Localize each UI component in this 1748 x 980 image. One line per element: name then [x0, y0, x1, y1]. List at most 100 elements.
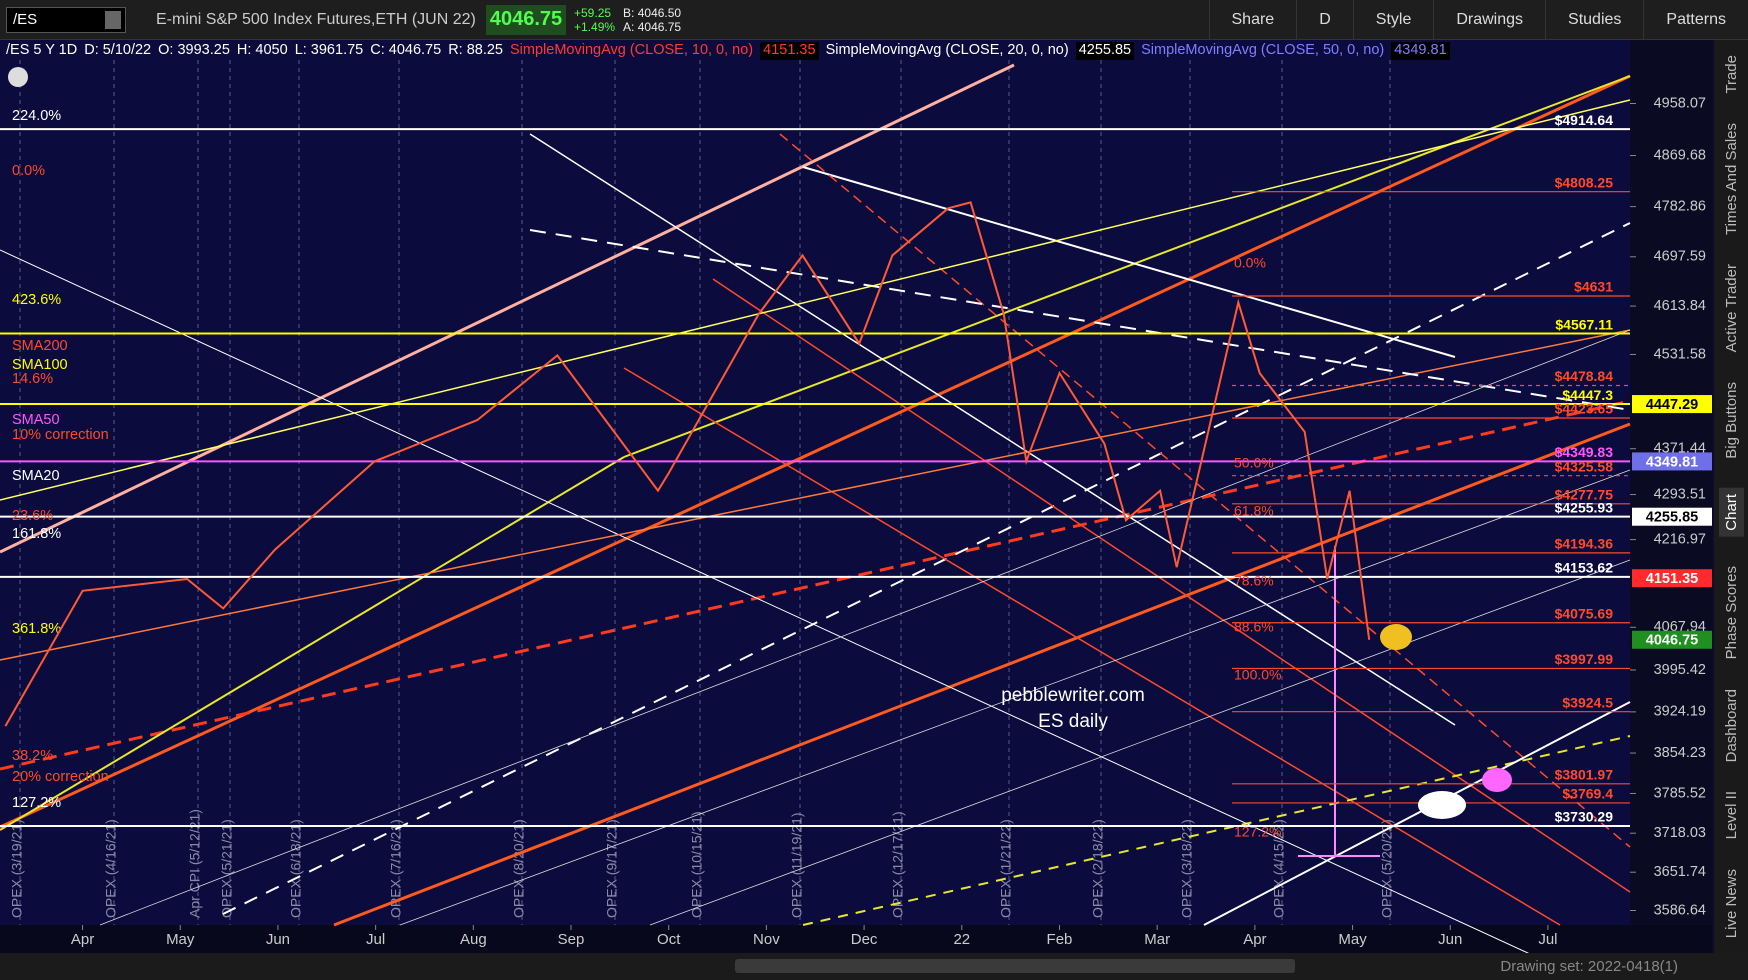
- scrollbar[interactable]: [735, 959, 1295, 973]
- info-bar: /ES 5 Y 1D D: 5/10/22 O: 3993.25 H: 4050 L: …: [6, 42, 1450, 60]
- x-tick-label: Nov: [753, 931, 780, 948]
- level-annotation: 361.8%: [12, 621, 61, 637]
- toolbar-button[interactable]: Drawings: [1433, 0, 1545, 39]
- sidebar-tab[interactable]: Big Buttons: [1722, 381, 1740, 459]
- x-tick-label: 22: [953, 931, 970, 948]
- trendline: [802, 166, 1456, 358]
- x-tick-label: Apr: [1243, 931, 1266, 948]
- event-label: OPEX (7/16/21): [388, 819, 404, 918]
- x-tick-label: Mar: [1144, 931, 1170, 948]
- trendline: [779, 133, 1631, 848]
- level-label: $4325.58: [1555, 458, 1614, 474]
- x-tick-label: Jun: [1438, 931, 1462, 948]
- trendline: [0, 74, 1631, 829]
- price-axis-background: [1630, 40, 1712, 925]
- trendline: [0, 63, 1015, 554]
- time-axis-background: [0, 925, 1712, 953]
- price-badge-label: 4151.35: [1646, 571, 1698, 587]
- alert-icon[interactable]: [8, 67, 28, 87]
- y-tick-label: 4293.51: [1654, 486, 1706, 502]
- sidebar-tab[interactable]: Dashboard: [1722, 688, 1740, 762]
- trendline: [333, 422, 1631, 927]
- description: E-mini S&P 500 Index Futures,ETH (JUN 22…: [156, 10, 476, 28]
- fib-label: 50.0%: [1234, 455, 1274, 471]
- price-badge: [1632, 569, 1712, 588]
- level-label: $4153.62: [1555, 560, 1614, 576]
- highlight: [1418, 791, 1466, 819]
- price-badge-label: 4349.81: [1646, 454, 1698, 470]
- level-label: $4277.75: [1555, 487, 1614, 503]
- trendline: [802, 735, 1631, 926]
- toolbar-button[interactable]: Patterns: [1643, 0, 1748, 39]
- y-tick-label: 3924.19: [1654, 704, 1706, 720]
- level-label: $4423.65: [1555, 401, 1614, 417]
- x-tick-label: Jul: [1538, 931, 1557, 948]
- sidebar-tab[interactable]: Phase Scores: [1722, 565, 1740, 660]
- info-field: R: 88.25: [448, 42, 504, 58]
- level-label: $4567.11: [1555, 316, 1613, 332]
- x-tick-label: Aug: [460, 931, 487, 948]
- watermark: ES daily: [1038, 711, 1108, 732]
- sidebar-tab[interactable]: Times And Sales: [1722, 122, 1740, 235]
- bid: B: 4046.50: [623, 5, 682, 20]
- sidebar-tab[interactable]: Trade: [1722, 54, 1740, 94]
- price-badge: [1632, 630, 1712, 649]
- event-label: OPEX (3/19/21): [9, 819, 25, 918]
- level-annotation: 14.6%: [12, 371, 53, 387]
- chart: OPEX (3/19/21) OPEX (4/16/21) Apr CPI (5/1…: [0, 40, 1712, 953]
- event-label: OPEX (12/17/21): [890, 811, 906, 918]
- fib-label: 100.0%: [1234, 667, 1281, 683]
- event-label: OPEX (10/15/21): [689, 811, 705, 918]
- price-badge-label: 4255.85: [1646, 510, 1698, 526]
- symbol-box[interactable]: /ES: [6, 6, 126, 33]
- toolbar-button[interactable]: Style: [1352, 0, 1434, 39]
- sidebar-tab[interactable]: Live News: [1722, 869, 1740, 939]
- y-tick-label: 3651.74: [1654, 864, 1706, 880]
- event-label: OPEX (11/19/21): [789, 812, 805, 918]
- trendline: [0, 456, 625, 831]
- toolbar-button[interactable]: D: [1296, 0, 1353, 39]
- price-badge: [1632, 452, 1712, 471]
- level-label: $4914.64: [1555, 112, 1614, 128]
- info-field: O: 3993.25: [158, 42, 230, 58]
- info-field: D: 5/10/22: [84, 42, 152, 58]
- price-badge-label: 4447.29: [1646, 397, 1698, 413]
- toolbar-button[interactable]: Share: [1208, 0, 1297, 39]
- level-label: $3769.4: [1562, 786, 1613, 802]
- ask: A: 4046.75: [623, 19, 682, 34]
- event-label: OPEX (9/17/21): [604, 819, 620, 918]
- sidebar-tab[interactable]: Level II: [1722, 791, 1740, 840]
- trendline: [623, 75, 1631, 458]
- sidebar: Trade Times And Sales Active Trader Big But…: [1714, 40, 1748, 953]
- event-label: OPEX (4/15/22): [1271, 819, 1287, 918]
- trendline: [399, 469, 1631, 926]
- price-line: [4, 201, 1371, 727]
- level-annotation: SMA50: [12, 412, 60, 428]
- event-label: OPEX (1/21/22): [998, 819, 1014, 918]
- level-annotation: 23.6%: [12, 508, 53, 524]
- study-label: SimpleMovingAvg (CLOSE, 50, 0, no): [1141, 42, 1385, 58]
- y-tick-label: 4613.84: [1654, 298, 1706, 314]
- level-label: $3924.5: [1562, 694, 1613, 710]
- drawing-set[interactable]: Drawing set: 2022-0418(1): [1500, 958, 1678, 975]
- x-tick-label: Dec: [851, 931, 878, 948]
- y-tick-label: 4216.97: [1654, 531, 1706, 547]
- study-value: 4255.85: [1075, 42, 1135, 60]
- level-label: $4631: [1574, 279, 1613, 295]
- toolbar-button[interactable]: Studies: [1545, 0, 1643, 39]
- event-label: OPEX (5/21/21): [219, 819, 235, 918]
- level-label: $4478.84: [1555, 368, 1614, 384]
- info-field: H: 4050: [236, 42, 288, 58]
- y-tick-label: 4958.07: [1654, 95, 1706, 111]
- sidebar-tab[interactable]: Chart: [1718, 487, 1744, 537]
- change-value: +59.25: [574, 5, 612, 20]
- x-tick-label: Jun: [266, 931, 290, 948]
- trendline: [529, 229, 1631, 411]
- level-label: $4075.69: [1555, 605, 1614, 621]
- level-annotation: SMA200: [12, 338, 68, 354]
- trendline: [0, 249, 1530, 953]
- toolbar: /ES E-mini S&P 500 Index Futures,ETH (JU…: [0, 0, 1748, 40]
- sidebar-tab[interactable]: Active Trader: [1722, 264, 1740, 353]
